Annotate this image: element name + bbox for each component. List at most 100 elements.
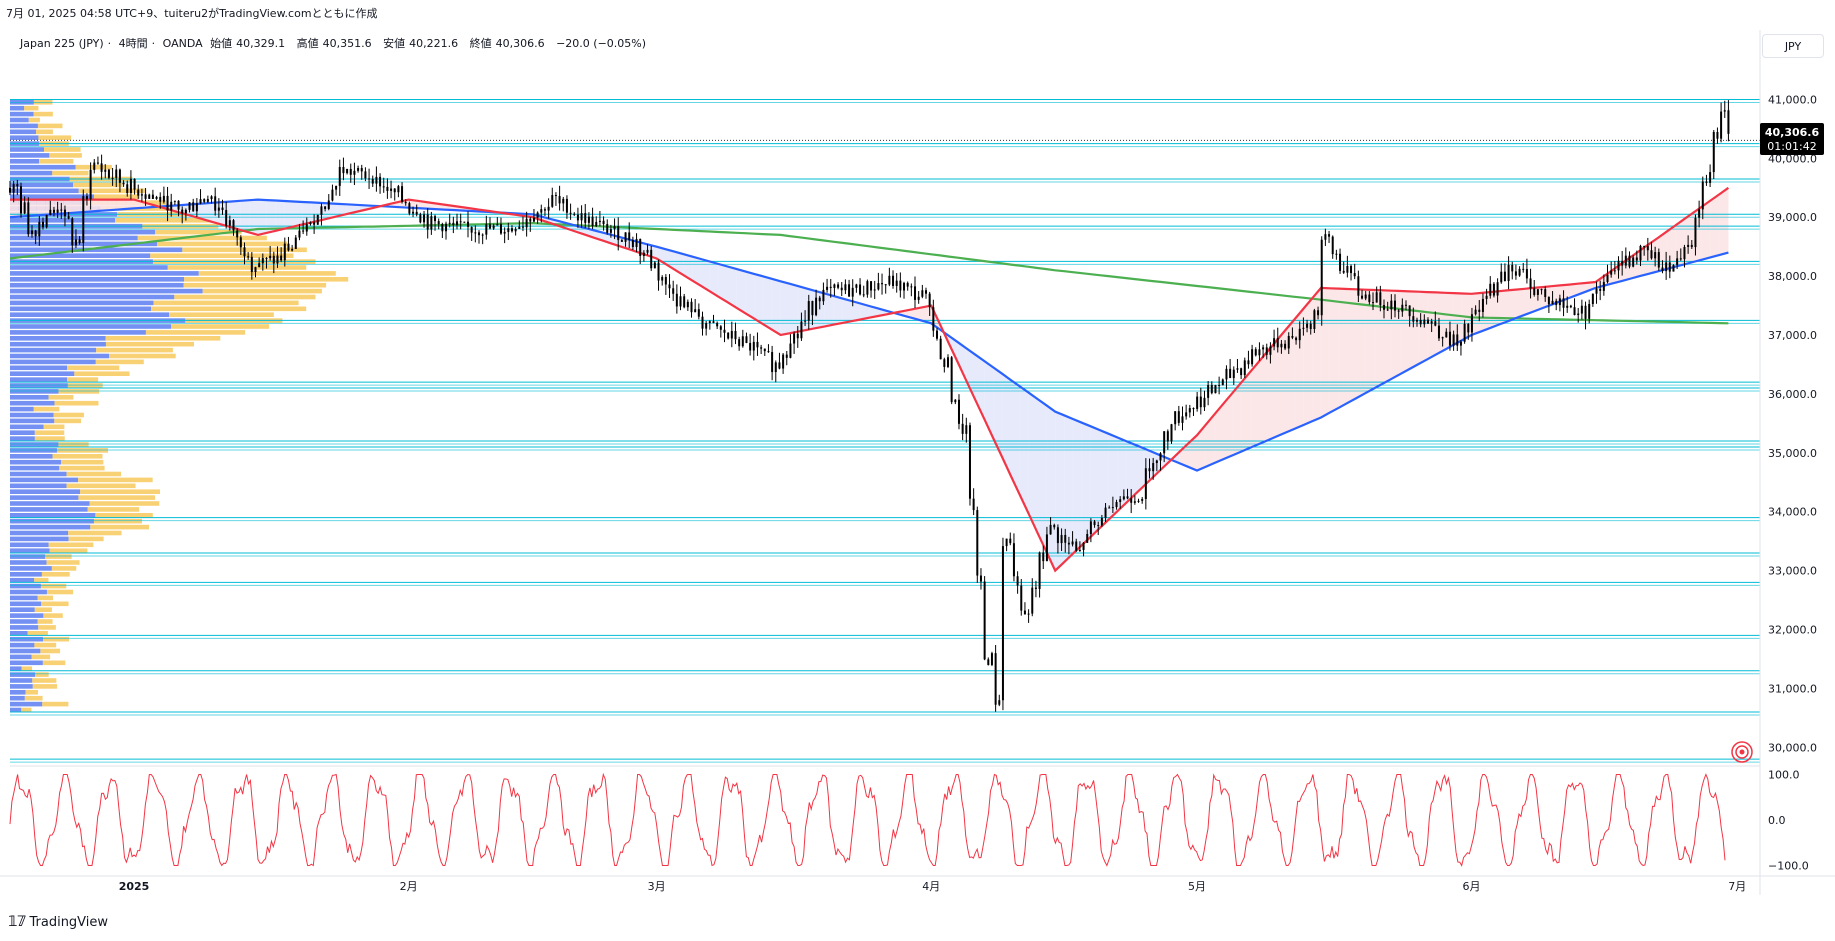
price-axis[interactable]: 41,000.0 40,000.0 39,000.0 38,000.0 37,000.0…: [1759, 30, 1817, 895]
ma-cloud-segment: [1675, 219, 1685, 267]
candle-body: [576, 214, 579, 221]
candle-body: [393, 188, 396, 193]
candle-body: [628, 232, 631, 241]
candle-body: [914, 286, 917, 300]
candle-body: [1236, 368, 1239, 370]
candle-body: [1324, 234, 1327, 240]
ma-cloud-segment: [275, 200, 285, 231]
legend-high-value: 40,351.6: [322, 37, 372, 50]
ma-cloud-segment: [63, 199, 73, 214]
volume-bar-down: [41, 572, 70, 577]
candle-body: [950, 357, 953, 403]
time-axis[interactable]: 2025 2月 3月 4月 5月 6月 7月: [0, 875, 1835, 893]
ma-cloud-segment: [1134, 444, 1144, 495]
volume-bar-down: [21, 707, 32, 713]
volume-bar-up: [10, 530, 69, 536]
candle-body: [1720, 111, 1723, 139]
candle-body: [305, 224, 308, 232]
ma-cloud-segment: [807, 288, 817, 330]
candle-body: [1115, 501, 1118, 508]
candle-body: [331, 189, 334, 201]
candle-body: [499, 224, 502, 234]
tradingview-logo[interactable]: 𝟙𝟟 TradingView: [8, 914, 108, 930]
candle-body: [1016, 576, 1019, 586]
ma-cloud-segment: [1002, 373, 1011, 476]
candle-body: [1434, 321, 1437, 326]
ma-cloud-segment: [479, 209, 489, 212]
candle-body: [309, 222, 312, 225]
legend-interval[interactable]: 4時間: [118, 37, 148, 50]
volume-bar-down: [43, 424, 65, 430]
candle-body: [272, 255, 275, 264]
volume-bar-up: [10, 536, 69, 542]
volume-bar-down: [40, 648, 61, 654]
candle-body: [375, 176, 378, 184]
candle-body: [485, 224, 488, 235]
candle-body: [723, 329, 726, 333]
volume-bar-up: [10, 489, 81, 494]
volume-bar-up: [10, 577, 35, 583]
candle-body: [1368, 294, 1371, 303]
candle-body: [1536, 289, 1539, 295]
candle-body: [1412, 316, 1415, 322]
candle-body: [397, 186, 400, 193]
volume-bar-down: [150, 253, 294, 258]
legend-symbol[interactable]: Japan 225 (JPY): [20, 37, 104, 50]
volume-bar-down: [69, 176, 133, 182]
alert-icon[interactable]: [1731, 741, 1753, 763]
time-tick-label: 7月: [1728, 880, 1746, 893]
volume-bar-down: [90, 524, 149, 530]
currency-button[interactable]: JPY: [1762, 34, 1824, 58]
ma-cloud-segment: [1506, 289, 1516, 322]
ma-cloud-segment: [1391, 290, 1401, 379]
candle-body: [283, 243, 286, 261]
candle-body: [1632, 257, 1635, 267]
candle-body: [162, 195, 165, 202]
volume-bar-down: [87, 507, 140, 512]
volume-bar-down: [54, 400, 99, 406]
candle-body: [338, 166, 341, 186]
candle-body: [217, 207, 220, 211]
ma-cloud-segment: [107, 199, 117, 211]
ma-fast-line: [10, 186, 1730, 573]
candle-body: [1361, 295, 1364, 299]
candle-body: [254, 267, 257, 273]
ma-cloud-segment: [824, 293, 834, 327]
candle-body: [1404, 304, 1407, 306]
candle-body: [932, 307, 935, 331]
candle-body: [1500, 271, 1503, 283]
volume-bar-down: [24, 105, 39, 111]
price-tick-label: 37,000.0: [1768, 329, 1817, 342]
candle-body: [1394, 300, 1397, 311]
candle-body: [434, 216, 437, 222]
ma-cloud-segment: [1179, 443, 1189, 467]
candle-body: [1075, 541, 1078, 551]
candle-body: [1426, 319, 1429, 324]
candle-body: [16, 184, 19, 187]
volume-bar-down: [80, 489, 161, 494]
ma-cloud-segment: [284, 201, 294, 229]
volume-bar-down: [43, 147, 81, 152]
candle-body: [492, 225, 495, 229]
volume-bar-up: [10, 389, 59, 394]
ma-cloud-segment: [1551, 285, 1561, 305]
candle-body: [1661, 267, 1664, 272]
ma-cloud-segment: [399, 199, 409, 208]
candle-body: [778, 362, 781, 369]
ma-cloud-segment: [1250, 361, 1259, 448]
candle-body: [1298, 328, 1301, 341]
volume-bar-up: [10, 424, 44, 430]
ma-cloud-segment: [258, 199, 267, 235]
candle-body: [881, 283, 884, 285]
oscillator-axis[interactable]: 100.0 0.0 −100.0: [1768, 769, 1809, 873]
volume-bar-down: [21, 666, 33, 671]
ma-cloud-segment: [789, 283, 799, 334]
candle-body: [60, 209, 63, 211]
candle-body: [1558, 298, 1561, 306]
candle-body: [712, 321, 715, 323]
ma-cloud-segment: [1303, 298, 1313, 426]
volume-bar-up: [10, 229, 156, 235]
ma-cloud-segment: [833, 296, 843, 325]
candle-body: [1485, 295, 1488, 299]
